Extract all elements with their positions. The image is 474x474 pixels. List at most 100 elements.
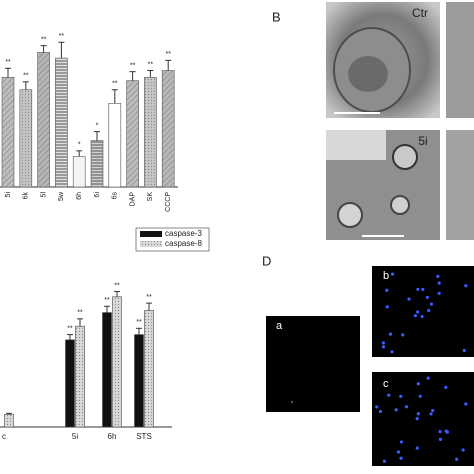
bar-pattern [55,58,68,187]
significance: ** [114,282,120,289]
nucleus-dot [416,412,420,416]
significance: ** [77,310,83,317]
nucleus-dot [388,332,393,336]
bar-pattern [144,310,154,427]
bar-pattern [19,89,32,187]
nuclei-layer [290,272,468,463]
nucleus-dot [416,310,420,314]
significance: * [78,142,81,149]
legend-label: caspase-3 [165,229,202,238]
nucleus-dot [407,297,411,301]
nucleus-dot [425,295,430,300]
nucleus-dot [381,345,386,349]
legend-pattern [140,241,162,247]
nucleus-dot [426,376,430,380]
significance: * [96,122,99,129]
bar-pattern [75,326,85,427]
significance: ** [5,59,11,66]
image-label: b [383,270,389,282]
x-tick-label: CCCP [165,192,172,212]
fluorescence-image [372,266,474,357]
nucleus-dot [404,405,409,409]
nucleus-dot [378,409,383,414]
nucleus-dot [413,314,418,318]
vacuole [390,195,410,215]
bar-pattern [37,52,50,187]
bar-pattern [162,70,175,187]
x-tick-label: 5i [72,432,78,441]
x-tick-label: 5i [5,192,12,198]
significance: ** [104,297,110,304]
image-label: a [276,320,283,332]
nucleus-dot [444,385,448,389]
em-image [446,130,474,240]
nucleus-dot [431,408,435,413]
significance: ** [165,51,171,58]
bar [102,312,112,428]
nucleus-dot [416,287,420,291]
nucleus-dot [387,393,391,397]
nucleus-dot [375,405,379,409]
significance: ** [146,294,152,301]
nucleus-dot [385,288,389,292]
significance: ** [41,36,47,43]
x-tick-label: 6i [94,192,101,198]
nucleus-dot [436,274,440,278]
nucleus-dot [415,417,419,421]
nucleus-dot [396,450,401,454]
nucleus-dot [390,272,395,276]
nucleus-dot [415,446,419,450]
x-tick-label: c [2,432,6,441]
bar-pattern [2,77,14,187]
x-tick-label: 6k [23,192,30,200]
nucleus-dot [462,348,466,353]
x-tick-label: 6h [76,192,83,200]
bar-pattern [91,140,103,187]
fluorescence-image [266,316,360,412]
nucleus-dot [464,402,468,406]
nucleus-dot [382,459,387,463]
background [326,130,386,160]
legend-swatch [140,231,162,237]
nucleus-dot [385,305,389,309]
nucleus-dot [390,350,394,354]
x-tick-label: SK [147,192,154,202]
nucleus-dot [464,284,468,288]
em-image [446,2,474,118]
x-tick-label: DAP [129,192,136,207]
bar-pattern [112,296,122,427]
nucleus-dot [401,333,405,337]
bar [134,334,144,428]
nucleus-dot [399,440,404,444]
image-label: Ctr [412,6,428,20]
nucleus-dot [429,412,433,416]
significance: ** [59,33,65,40]
nucleus-dot [427,308,431,313]
bar [72,156,86,188]
nucleus-dot [418,394,422,398]
significance: ** [67,325,73,332]
significance: ** [23,73,29,80]
nucleus-dot [455,457,459,461]
bar-pattern [126,80,139,187]
significance: ** [136,319,142,326]
panel-label: D [262,253,271,268]
significance: ** [130,63,136,70]
x-tick-label: 5w [58,191,65,201]
nucleus-dot [290,400,294,404]
nucleus-dot [429,302,434,306]
nucleus-dot [381,341,385,345]
nucleus-dot [438,437,443,442]
vacuole [337,202,363,228]
fluorescence-image [372,372,474,466]
bar [108,103,122,188]
legend-label: caspase-8 [165,239,202,248]
significance: ** [112,81,118,88]
x-tick-label: 5l [40,192,47,198]
panel-label: B [272,9,281,24]
significance: ** [148,61,154,68]
nucleus-dot [438,430,442,434]
image-label: c [383,378,389,390]
nucleus [348,56,388,92]
